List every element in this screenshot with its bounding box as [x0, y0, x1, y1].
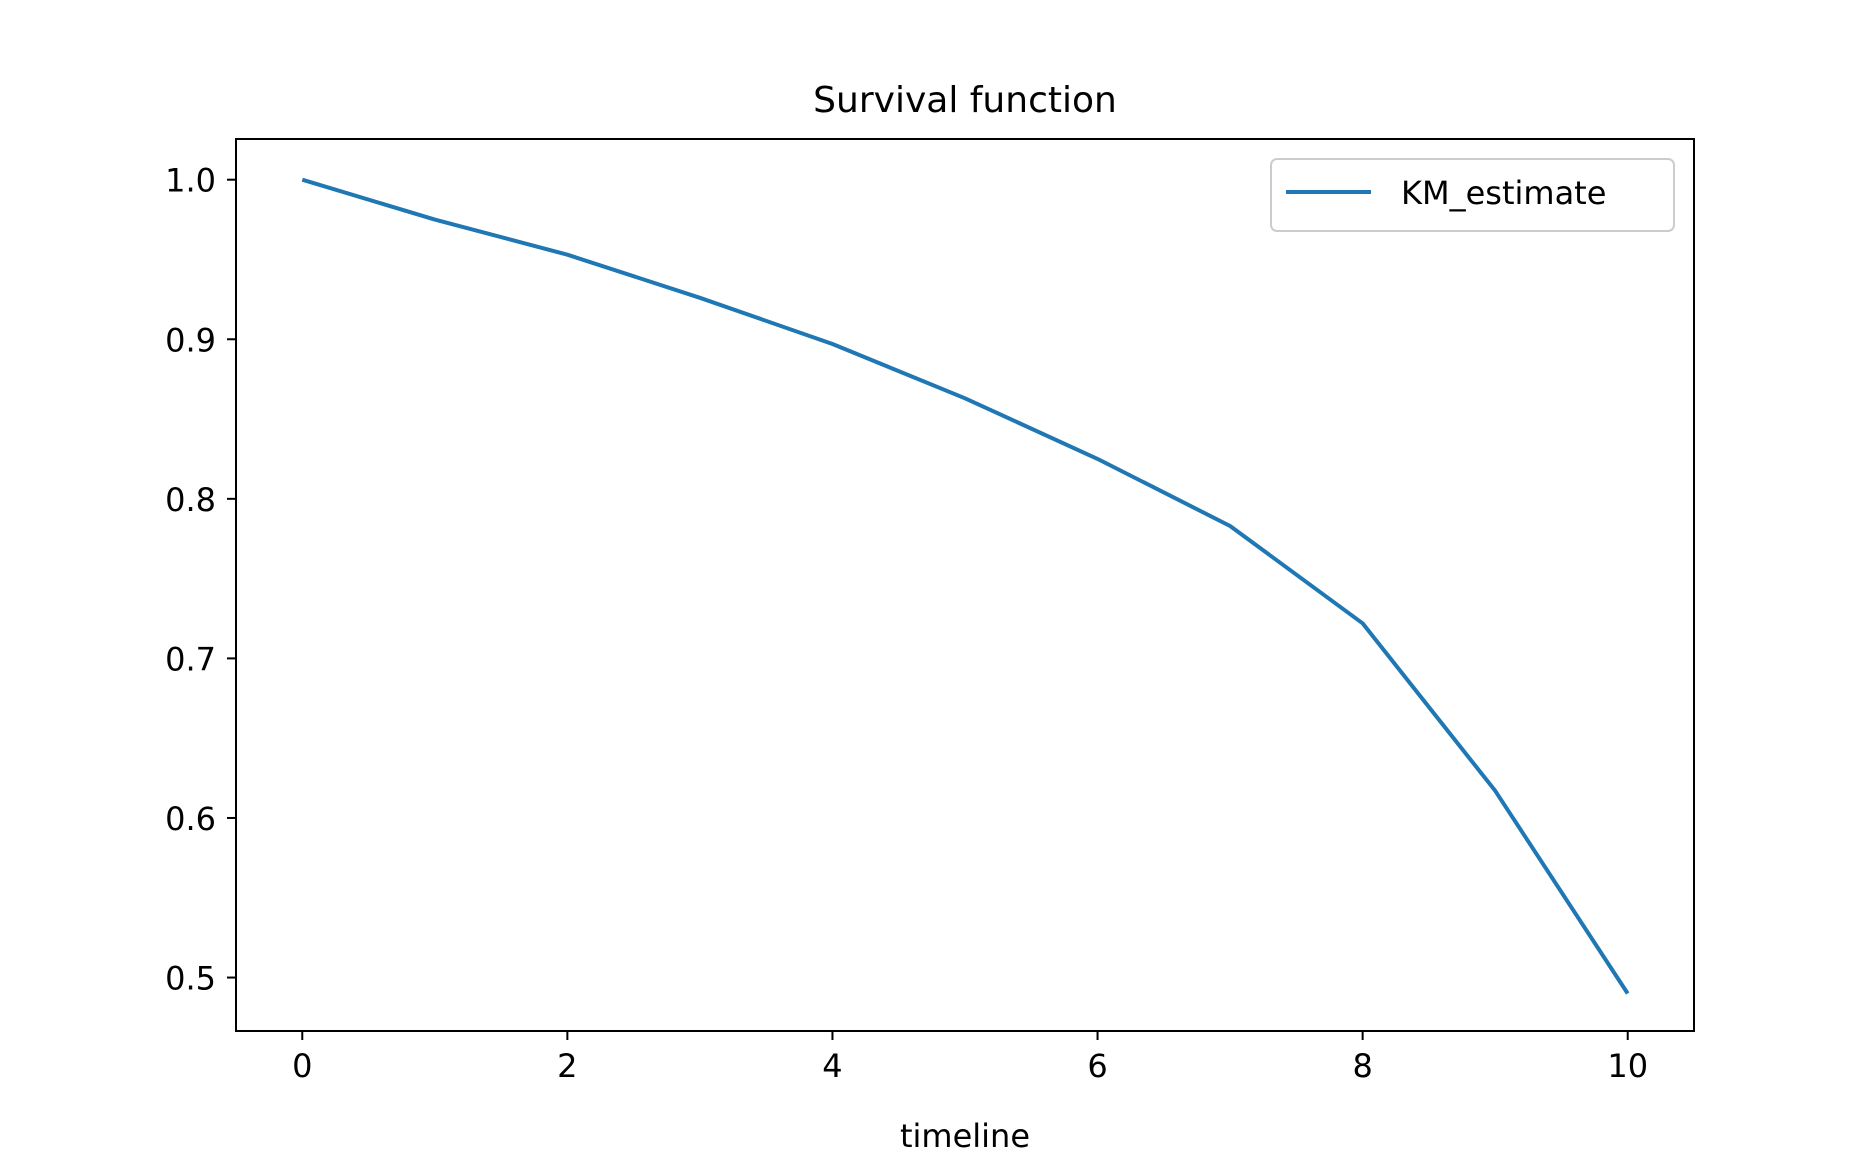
x-tick-label: 0 [292, 1047, 312, 1085]
x-tick-label: 6 [1087, 1047, 1107, 1085]
x-tick-label: 4 [822, 1047, 842, 1085]
y-tick-label: 1.0 [165, 162, 216, 200]
x-axis-label: timeline [900, 1117, 1030, 1152]
y-tick-label: 0.5 [165, 960, 216, 998]
chart-title: Survival function [813, 80, 1117, 121]
legend-frame [1270, 158, 1675, 232]
y-tick-label: 0.8 [165, 481, 216, 519]
series-line-km-estimate [301, 177, 1630, 995]
x-tick-label: 10 [1607, 1047, 1648, 1085]
legend: KM_estimate [1270, 158, 1675, 232]
plot-area: 0 2 4 6 8 10 0.5 0.6 0.7 0.8 0.9 1.0 [165, 138, 1695, 1085]
y-tick-label: 0.6 [165, 800, 216, 838]
plot-frame [235, 138, 1695, 1032]
series-layer [301, 177, 1630, 995]
x-axis: 0 2 4 6 8 10 [292, 1031, 1648, 1085]
y-tick-label: 0.7 [165, 640, 216, 678]
legend-label: KM_estimate [1401, 174, 1606, 212]
y-axis: 0.5 0.6 0.7 0.8 0.9 1.0 [165, 162, 236, 998]
x-tick-label: 2 [557, 1047, 577, 1085]
x-tick-label: 8 [1352, 1047, 1372, 1085]
y-tick-label: 0.9 [165, 321, 216, 359]
